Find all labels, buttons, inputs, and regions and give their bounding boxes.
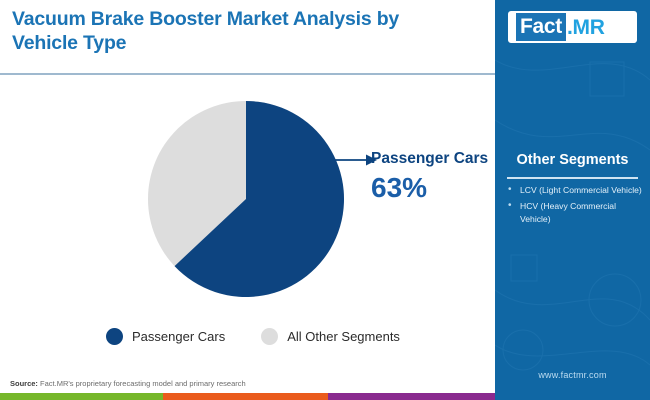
page-title: Vacuum Brake Booster Market Analysis by … xyxy=(12,8,400,54)
source-label: Source: xyxy=(10,379,38,388)
footer-bar-segment xyxy=(0,393,163,400)
legend-item-all-other-segments: All Other Segments xyxy=(261,328,400,345)
brand-logo-suffix: .MR xyxy=(566,15,605,39)
callout-label: Passenger Cars xyxy=(371,150,489,167)
source-note: Source: Fact.MR's proprietary forecastin… xyxy=(10,379,246,388)
list-item: LCV (Light Commercial Vehicle) xyxy=(506,183,646,198)
legend-item-passenger-cars: Passenger Cars xyxy=(106,328,225,345)
list-item: HCV (Heavy Commercial Vehicle) xyxy=(506,199,646,225)
brand-logo-mark: Fact xyxy=(516,13,566,41)
footer-bar-segment xyxy=(328,393,495,400)
panel-texture-decoration xyxy=(495,59,650,371)
panel-heading: Other Segments xyxy=(516,152,629,168)
legend-label: All Other Segments xyxy=(287,329,400,344)
chart-legend: Passenger Cars All Other Segments xyxy=(106,328,400,345)
legend-swatch-icon xyxy=(106,328,123,345)
other-segments-list: LCV (Light Commercial Vehicle) HCV (Heav… xyxy=(506,183,646,229)
website-url[interactable]: www.factmr.com xyxy=(538,370,607,380)
pie-chart xyxy=(147,100,345,298)
footer-bar-segment xyxy=(163,393,328,400)
source-text: Fact.MR's proprietary forecasting model … xyxy=(37,379,246,388)
pie-chart-svg xyxy=(147,100,345,298)
title-divider xyxy=(0,73,495,75)
brand-logo[interactable]: Fact .MR xyxy=(508,11,637,43)
callout-value: 63% xyxy=(371,172,428,203)
legend-label: Passenger Cars xyxy=(132,329,226,344)
callout-arrow-icon xyxy=(332,154,377,166)
legend-swatch-icon xyxy=(261,328,279,345)
content-area: Vacuum Brake Booster Market Analysis by … xyxy=(0,8,495,400)
brand-panel: Fact.MR Other Segments LCV (Light Commer… xyxy=(495,0,650,400)
pie-slice-passenger-cars xyxy=(174,100,345,298)
panel-divider xyxy=(507,177,638,179)
footer-color-bar xyxy=(0,393,495,400)
